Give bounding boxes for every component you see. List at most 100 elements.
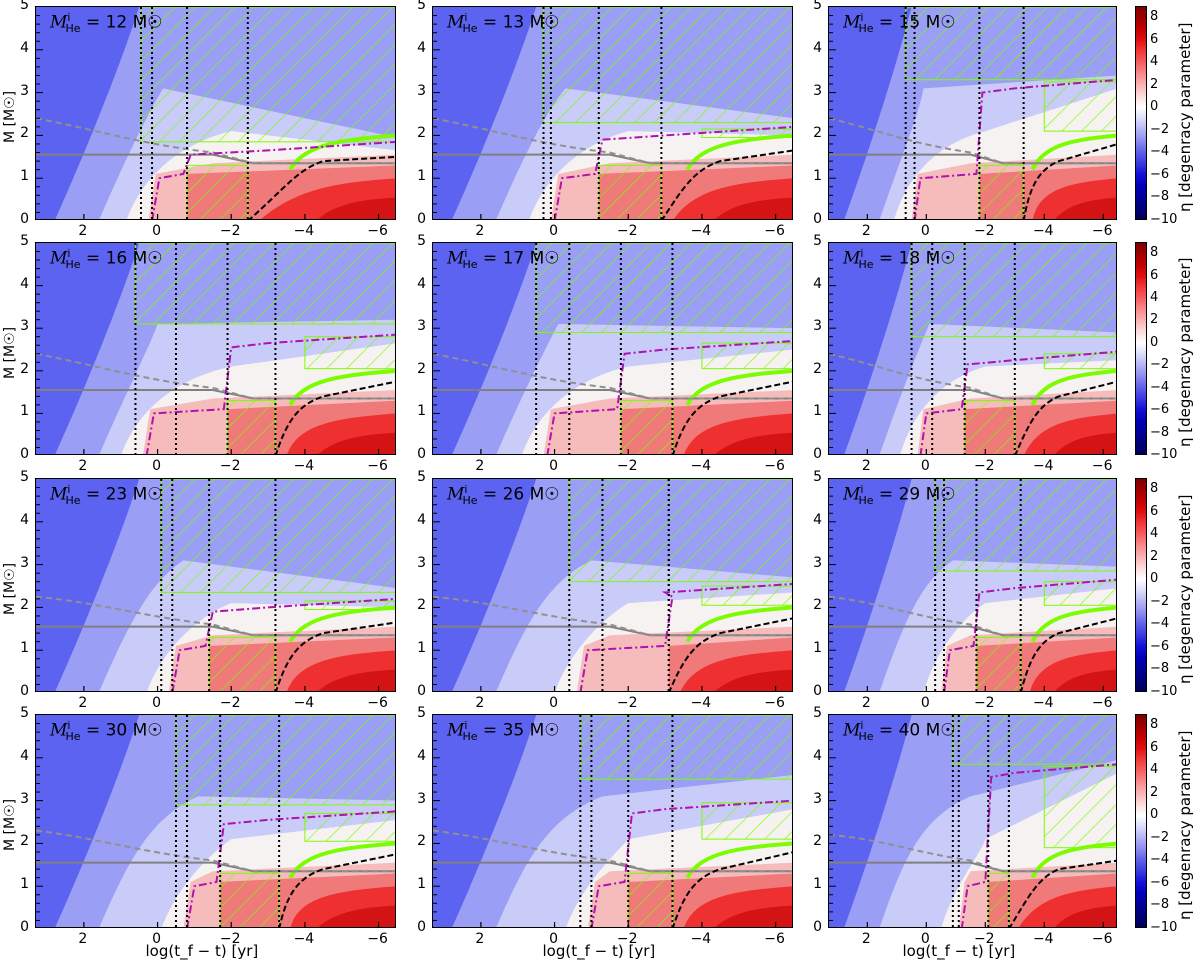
y-tick-label: 1 <box>20 640 29 657</box>
x-tick-label: −2 <box>219 931 241 947</box>
x-tick-label: −2 <box>973 695 995 711</box>
y-tick-label: 2 <box>813 125 822 142</box>
y-tick-label: 0 <box>20 683 29 699</box>
colorbar-tick-label: −6 <box>1150 402 1170 418</box>
colorbar-tick-label: −4 <box>1150 379 1170 395</box>
y-tick-label: 1 <box>417 640 426 657</box>
x-tick-label: 0 <box>549 695 558 711</box>
x-tick-label: 2 <box>861 695 871 711</box>
x-tick-label: 2 <box>475 695 485 711</box>
x-tick-label: −4 <box>293 223 315 239</box>
panel-title: MiHe = 18 M☉ <box>843 247 956 272</box>
colorbar-tick-label: −6 <box>1150 166 1170 182</box>
y-axis-label: M [M☉] <box>2 326 18 379</box>
x-tick-label: −2 <box>219 458 241 474</box>
colorbar-label: η [degenracy parameter] <box>1176 494 1194 684</box>
y-axis-label: M [M☉] <box>2 798 18 851</box>
y-tick-label: 5 <box>417 0 426 13</box>
colorbar <box>1135 478 1147 692</box>
y-tick-label: 3 <box>417 318 426 335</box>
x-tick-label: −2 <box>973 458 995 474</box>
y-tick-label: 5 <box>813 705 822 721</box>
colorbar-tick-label: 4 <box>1150 762 1159 778</box>
x-tick-label: 2 <box>78 223 88 239</box>
x-tick-label: −6 <box>1091 223 1113 239</box>
colorbar <box>1135 6 1147 220</box>
panel-title: MiHe = 35 M☉ <box>447 719 560 744</box>
y-axis-label: M [M☉] <box>2 562 18 615</box>
y-tick-label: 3 <box>813 790 822 807</box>
y-tick-label: 0 <box>813 683 822 699</box>
x-tick-label: −2 <box>616 695 638 711</box>
y-tick-label: 1 <box>813 876 822 893</box>
colorbar <box>1135 242 1147 455</box>
x-tick-label: 2 <box>861 931 871 947</box>
y-tick-label: 1 <box>20 876 29 893</box>
x-tick-label: 0 <box>152 458 161 474</box>
x-tick-label: −2 <box>973 931 995 947</box>
y-tick-label: 1 <box>813 640 822 657</box>
y-axis-label: M [M☉] <box>2 90 18 143</box>
panel-mhe-17: MiHe = 17 M☉ <box>432 242 793 455</box>
x-tick-label: 2 <box>475 458 485 474</box>
y-tick-label: 1 <box>20 168 29 185</box>
panel-mhe-29: MiHe = 29 M☉ <box>828 478 1117 692</box>
y-tick-label: 0 <box>813 211 822 227</box>
x-tick-label: −6 <box>367 931 388 947</box>
colorbar-tick-label: −4 <box>1150 616 1170 632</box>
y-tick-label: 2 <box>417 125 426 142</box>
y-tick-label: 0 <box>20 211 29 227</box>
y-tick-label: 3 <box>417 82 426 99</box>
y-tick-label: 4 <box>20 511 29 528</box>
colorbar-tick-label: 2 <box>1150 784 1159 800</box>
y-tick-label: 3 <box>20 554 29 571</box>
y-tick-label: 5 <box>20 469 29 485</box>
x-tick-label: 0 <box>920 695 930 711</box>
y-tick-label: 2 <box>20 125 29 142</box>
y-tick-label: 5 <box>417 705 426 721</box>
colorbar-label: η [degenracy parameter] <box>1176 257 1194 447</box>
colorbar-tick-label: −2 <box>1150 593 1170 609</box>
y-tick-label: 2 <box>20 833 29 850</box>
colorbar-tick-label: 4 <box>1150 54 1159 70</box>
x-tick-label: −4 <box>293 931 315 947</box>
panel-title: MiHe = 29 M☉ <box>843 483 956 508</box>
x-tick-label: −6 <box>1091 931 1113 947</box>
x-tick-label: 2 <box>78 458 88 474</box>
colorbar-tick-label: 6 <box>1150 503 1159 519</box>
x-tick-label: 2 <box>861 458 871 474</box>
y-tick-label: 3 <box>417 554 426 571</box>
x-tick-label: −4 <box>690 695 712 711</box>
colorbar-tick-label: 0 <box>1150 334 1159 350</box>
panel-mhe-35: MiHe = 35 M☉ <box>432 714 793 928</box>
y-tick-label: 1 <box>813 403 822 420</box>
y-tick-label: 0 <box>417 683 426 699</box>
colorbar-tick-label: −10 <box>1150 684 1178 699</box>
y-tick-label: 4 <box>813 275 822 292</box>
x-tick-label: −6 <box>764 458 785 474</box>
y-tick-label: 4 <box>813 39 822 56</box>
colorbar-tick-label: −6 <box>1150 874 1170 890</box>
panel-mhe-13: MiHe = 13 M☉ <box>432 6 793 220</box>
y-tick-label: 0 <box>417 446 426 462</box>
x-axis-label: log(t_f − t) [yr] <box>145 942 259 960</box>
colorbar-tick-label: 8 <box>1150 9 1159 25</box>
y-tick-label: 3 <box>417 790 426 807</box>
x-tick-label: −2 <box>616 223 638 239</box>
colorbar-tick-label: 4 <box>1150 290 1159 306</box>
x-tick-label: −4 <box>1032 695 1054 711</box>
y-tick-label: 2 <box>417 360 426 377</box>
colorbar-label: η [degenracy parameter] <box>1176 730 1194 920</box>
colorbar-tick-label: −4 <box>1150 852 1170 868</box>
colorbar-tick-label: −8 <box>1150 897 1170 913</box>
panel-title: MiHe = 15 M☉ <box>843 11 956 36</box>
y-tick-label: 5 <box>417 233 426 249</box>
panel-mhe-40: MiHe = 40 M☉ <box>828 714 1117 928</box>
y-tick-label: 3 <box>813 318 822 335</box>
panel-title: MiHe = 30 M☉ <box>50 719 163 744</box>
x-tick-label: −6 <box>367 223 388 239</box>
y-tick-label: 3 <box>20 318 29 335</box>
x-tick-label: −4 <box>293 695 315 711</box>
x-tick-label: 0 <box>549 223 558 239</box>
panel-mhe-18: MiHe = 18 M☉ <box>828 242 1117 455</box>
